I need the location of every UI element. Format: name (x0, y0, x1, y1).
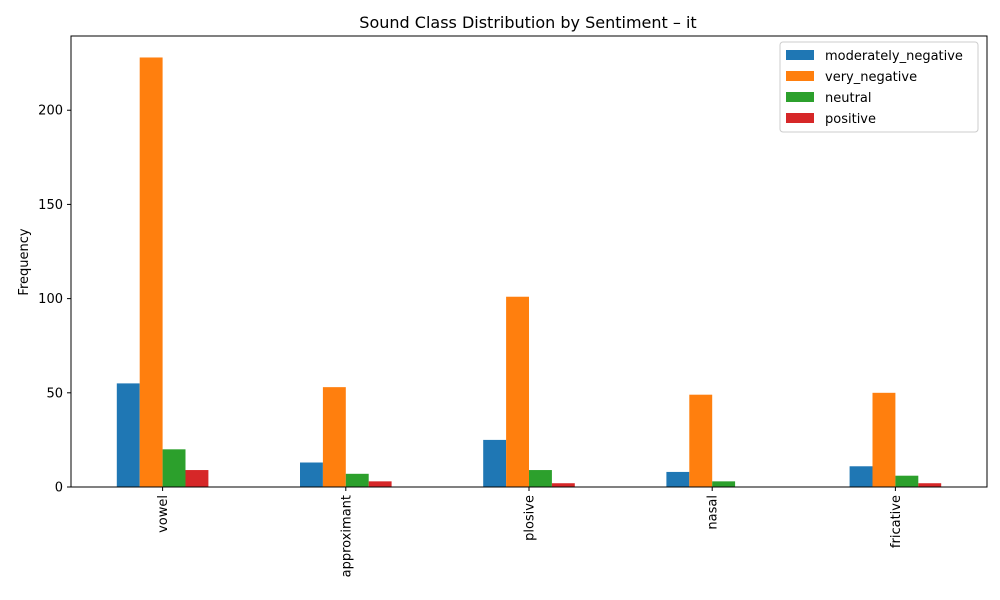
bar-moderately_negative-vowel (116, 383, 140, 487)
y-tick-label: 100 (38, 292, 63, 307)
legend-label: very_negative (825, 70, 917, 85)
legend-swatch (786, 71, 814, 81)
x-tick-label: fricative (889, 495, 904, 548)
y-axis-label: Frequency (17, 228, 32, 295)
bar-very_negative-approximant (322, 387, 346, 487)
x-tick-label: vowel (156, 495, 171, 533)
legend-swatch (786, 113, 814, 123)
bar-moderately_negative-approximant (300, 462, 323, 487)
bar-very_negative-nasal (689, 394, 713, 487)
x-tick-label: plosive (523, 495, 538, 541)
bar-positive-approximant (368, 481, 392, 487)
bar-moderately_negative-plosive (483, 439, 507, 487)
bar-moderately_negative-fricative (849, 466, 873, 487)
y-tick-label: 200 (38, 104, 63, 119)
bar-neutral-fricative (895, 475, 919, 487)
bar-very_negative-fricative (872, 392, 896, 487)
bar-very_negative-vowel (139, 57, 163, 487)
legend-swatch (786, 92, 814, 102)
y-tick-label: 50 (46, 386, 63, 401)
legend-box (779, 41, 979, 133)
chart-title: Sound Class Distribution by Sentiment – … (359, 13, 696, 32)
bar-positive-fricative (918, 483, 942, 487)
bar-moderately_negative-nasal (666, 471, 690, 487)
bar-positive-vowel (185, 470, 209, 487)
bar-neutral-plosive (529, 470, 552, 487)
x-tick-label: nasal (706, 495, 721, 530)
bar-neutral-nasal (712, 481, 736, 487)
legend-label: moderately_negative (825, 49, 963, 64)
legend-label: neutral (825, 91, 872, 106)
plot-area: 0 50 100 150 200 vowel approximant plosive nasal… (38, 35, 988, 577)
x-tick-label: approximant (339, 495, 354, 577)
legend-swatch (786, 50, 814, 60)
bar-neutral-approximant (345, 473, 369, 487)
legend-label: positive (825, 112, 876, 127)
y-tick-label: 0 (55, 481, 63, 496)
y-tick-label: 150 (38, 198, 63, 213)
bar-very_negative-plosive (506, 296, 529, 487)
bar-positive-plosive (551, 483, 575, 487)
bar-neutral-vowel (162, 449, 186, 487)
